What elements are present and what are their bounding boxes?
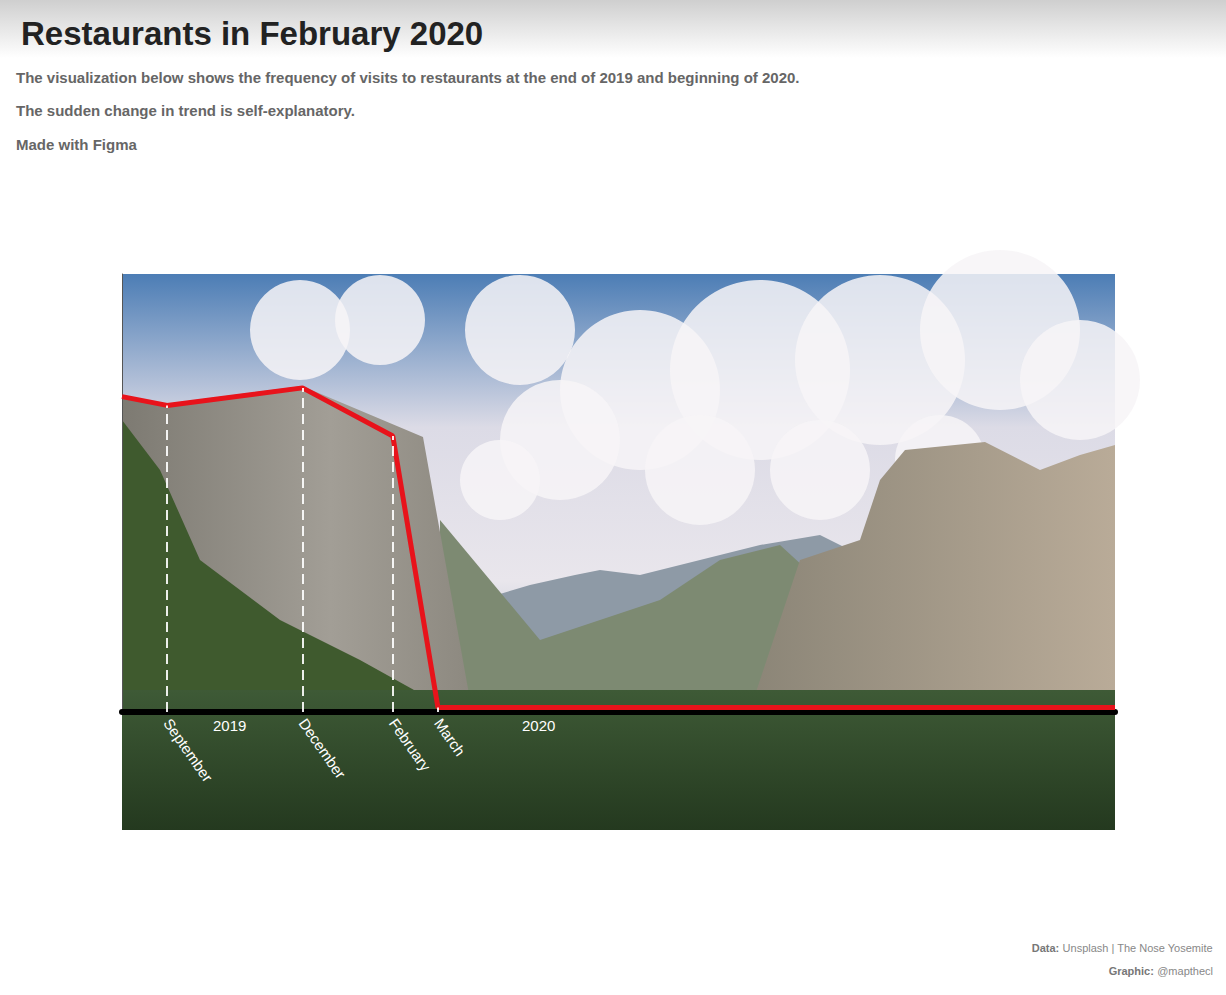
svg-text:February: February xyxy=(386,715,435,774)
svg-text:March: March xyxy=(431,715,469,759)
svg-text:Unsplash | The Nose Yosemite: Unsplash | The Nose Yosemite xyxy=(1063,942,1213,954)
svg-text:September: September xyxy=(160,715,216,785)
svg-text:@mapthecl: @mapthecl xyxy=(1157,965,1213,977)
svg-text:2019: 2019 xyxy=(213,717,246,734)
svg-text:The sudden change in trend is: The sudden change in trend is self-expla… xyxy=(16,102,355,119)
svg-text:Made with Figma: Made with Figma xyxy=(16,136,138,153)
svg-text:Data:: Data: xyxy=(1032,942,1060,954)
svg-text:2020: 2020 xyxy=(522,717,555,734)
svg-text:Graphic:: Graphic: xyxy=(1109,965,1154,977)
svg-text:December: December xyxy=(296,715,350,781)
svg-text:The visualization below shows: The visualization below shows the freque… xyxy=(16,69,800,86)
svg-text:Restaurants in February 2020: Restaurants in February 2020 xyxy=(21,15,483,52)
